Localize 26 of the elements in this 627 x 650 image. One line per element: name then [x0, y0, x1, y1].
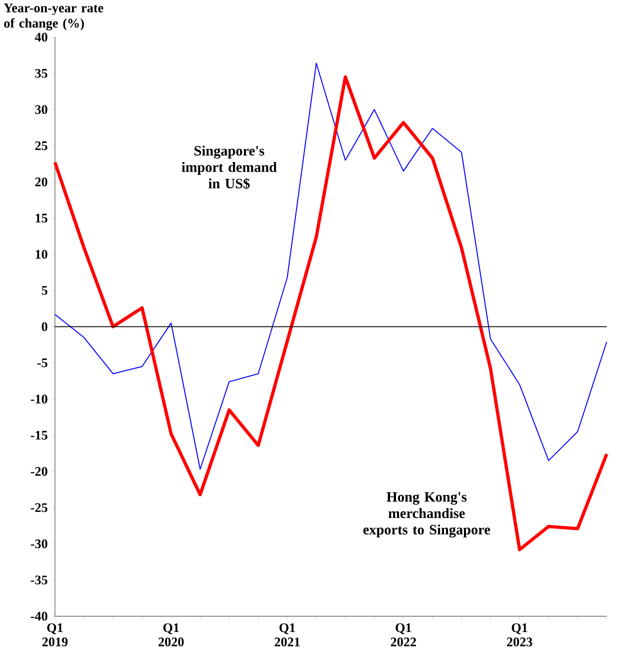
y-tick-label: -25 — [30, 503, 48, 512]
series-label: Hong Kong's merchandise exports to Singapore — [363, 492, 490, 538]
x-tick-label: Q1 2019 — [42, 623, 68, 646]
y-tick-label: 35 — [35, 68, 48, 78]
line-series — [54, 62, 607, 470]
series-label: Singapore's import demand in US$ — [182, 146, 277, 190]
y-axis-title: Year-on-year rate of change (%) — [4, 4, 104, 30]
y-tick-label: 5 — [42, 286, 48, 295]
y-tick-label: -20 — [30, 467, 48, 476]
y-tick-label: -35 — [30, 576, 48, 584]
x-tick-label: Q1 2021 — [274, 623, 300, 646]
x-tick-label: Q1 2022 — [390, 623, 416, 646]
x-tick-label: Q1 2023 — [506, 623, 532, 646]
y-tick-label: -40 — [30, 612, 48, 621]
y-tick-label: -10 — [30, 394, 48, 404]
y-tick-label: -15 — [30, 430, 48, 440]
y-tick-label: 0 — [42, 322, 48, 332]
y-tick-label: -30 — [30, 539, 48, 548]
y-tick-label: 15 — [36, 214, 48, 222]
y-tick-label: -5 — [37, 358, 48, 368]
y-tick-label: 20 — [35, 178, 48, 186]
y-tick-label: 40 — [34, 32, 48, 42]
x-tick-label: Q1 2020 — [158, 623, 184, 646]
y-tick-label: 30 — [35, 105, 48, 114]
y-tick-label: 25 — [35, 141, 48, 150]
y-tick-label: 10 — [36, 250, 48, 259]
